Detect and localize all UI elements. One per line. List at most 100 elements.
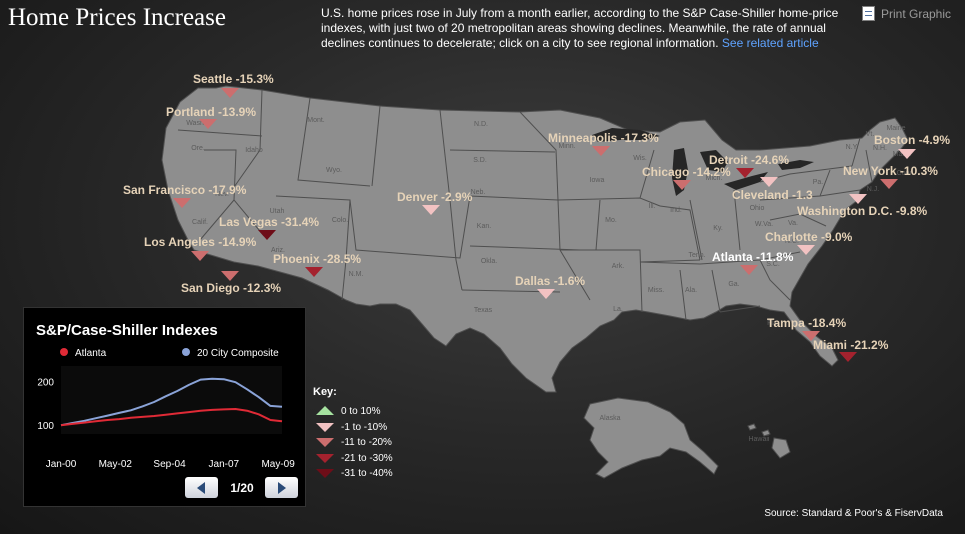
state-label: Hawaii [748, 436, 769, 443]
state-label: Ala. [685, 287, 697, 294]
alaska[interactable] [583, 397, 719, 479]
city-label-charlotte[interactable]: Charlotte -9.0% [765, 230, 853, 244]
state-labels: Wash. Ore. Idaho Mont. Wyo. Nev. Utah Colo. Ariz… [186, 117, 915, 443]
city-label-seattle[interactable]: Seattle -15.3% [193, 72, 274, 86]
city-label-chicago[interactable]: Chicago -14.2% [642, 165, 731, 179]
hawaii-island-1[interactable] [747, 423, 757, 431]
city-marker-minneapolis[interactable] [592, 146, 610, 156]
y-tick-label: 200 [37, 377, 54, 388]
city-label-new-york[interactable]: New York -10.3% [843, 164, 938, 178]
city-marker-washington-d-c-[interactable] [849, 194, 867, 204]
state-label: Ariz. [271, 247, 285, 254]
city-label-dallas[interactable]: Dallas -1.6% [515, 274, 586, 288]
city-label-tampa[interactable]: Tampa -18.4% [767, 316, 847, 330]
state-label: Maine [886, 125, 905, 132]
key-item-label: -1 to -10% [341, 421, 388, 433]
key-item: -31 to -40% [313, 467, 393, 483]
state-label: N.M. [349, 271, 364, 278]
state-label: Wash. [186, 120, 206, 127]
related-article-link[interactable]: See related article [721, 36, 819, 50]
y-tick-label: 100 [37, 421, 54, 432]
city-label-washington-d-c-[interactable]: Washington D.C. -9.8% [797, 204, 928, 218]
lake-erie [724, 172, 768, 190]
previous-city-button[interactable] [185, 477, 218, 498]
state-label: Nev. [215, 191, 229, 198]
state-label: La. [613, 306, 623, 313]
city-marker-san-francisco[interactable] [173, 198, 191, 208]
hawaii-island-2[interactable] [761, 429, 771, 437]
key-item: -21 to -30% [313, 452, 393, 468]
city-label-miami[interactable]: Miami -21.2% [813, 338, 889, 352]
city-marker-los-angeles[interactable] [191, 251, 209, 261]
key-title: Key: [313, 386, 337, 398]
state-label: N.Y. [846, 144, 859, 151]
key-item-label: -31 to -40% [341, 468, 393, 479]
city-marker-phoenix[interactable] [305, 267, 323, 277]
legend-atlanta-label: Atlanta [75, 348, 107, 359]
x-tick-label: Jan-07 [209, 459, 240, 470]
city-label-las-vegas[interactable]: Las Vegas -31.4% [219, 215, 320, 229]
print-label: Print Graphic [881, 7, 952, 21]
city-marker-charlotte[interactable] [797, 245, 815, 255]
series-line-20-city-composite [60, 377, 283, 427]
city-marker-denver[interactable] [422, 205, 440, 215]
city-marker-dallas[interactable] [537, 289, 555, 299]
city-marker-boston[interactable] [898, 149, 916, 159]
city-label-san-diego[interactable]: San Diego -12.3% [181, 281, 282, 295]
state-label: Neb. [471, 189, 486, 196]
city-label-portland[interactable]: Portland -13.9% [166, 105, 257, 119]
state-label: Tenn. [688, 252, 705, 259]
state-label: Ky. [713, 225, 723, 232]
city-marker-tampa[interactable] [802, 331, 820, 341]
print-graphic-button[interactable]: Print Graphic [862, 6, 951, 21]
state-label: S.D. [473, 157, 487, 164]
city-label-phoenix[interactable]: Phoenix -28.5% [273, 252, 362, 266]
city-label-minneapolis[interactable]: Minneapolis -17.3% [548, 131, 659, 145]
city-marker-atlanta[interactable] [740, 265, 758, 275]
lake-superior [592, 128, 660, 142]
city-marker-seattle[interactable] [221, 88, 239, 98]
city-marker-cleveland[interactable] [760, 177, 778, 187]
city-marker-miami[interactable] [839, 352, 857, 362]
city-label-atlanta[interactable]: Atlanta -11.8% [712, 250, 794, 264]
lake-huron [700, 150, 728, 172]
state-label: N.J. [867, 186, 880, 193]
city-marker-san-diego[interactable] [221, 271, 239, 281]
key-item: -1 to -10% [313, 421, 387, 437]
city-marker-chicago[interactable] [673, 180, 691, 190]
city-label-san-francisco[interactable]: San Francisco -17.9% [123, 183, 247, 197]
state-label: Mont. [307, 117, 325, 124]
legend-composite: 20 City Composite [182, 348, 279, 359]
source-credit: Source: Standard & Poor's & FiservData [764, 508, 943, 519]
x-tick-label: Sep-04 [153, 459, 186, 470]
legend-atlanta: Atlanta [60, 348, 106, 359]
state-label: Ark. [612, 263, 625, 270]
state-label: Utah [270, 208, 285, 215]
state-label: Wis. [633, 155, 647, 162]
state-label: Alaska [599, 415, 620, 422]
key-item: -11 to -20% [313, 436, 392, 452]
city-label-cleveland[interactable]: Cleveland -1.3 [732, 188, 813, 202]
city-marker-new-york[interactable] [880, 179, 898, 189]
state-label: Miss. [648, 287, 664, 294]
state-label: Vt. [866, 131, 875, 138]
city-label-denver[interactable]: Denver -2.9% [397, 190, 473, 204]
triangle-down-icon [316, 469, 334, 478]
city-marker-las-vegas[interactable] [258, 230, 276, 240]
state-label: Ore. [191, 145, 205, 152]
state-borders [177, 89, 873, 321]
city-marker-detroit[interactable] [736, 168, 754, 178]
state-label: Mo. [605, 217, 617, 224]
city-label-los-angeles[interactable]: Los Angeles -14.9% [144, 235, 257, 249]
next-city-button[interactable] [265, 477, 298, 498]
legend-composite-swatch [182, 348, 190, 356]
triangle-up-icon [316, 406, 334, 415]
print-icon [862, 6, 875, 21]
city-label-detroit[interactable]: Detroit -24.6% [709, 153, 790, 167]
city-marker-portland[interactable] [199, 119, 217, 129]
map-key: Key: 0 to 10% -1 to -10% -11 to -20% -21 to… [313, 386, 393, 483]
hawaii-island-3[interactable] [771, 437, 791, 459]
key-item-label: -11 to -20% [341, 437, 392, 448]
state-label: N.C. [785, 238, 799, 245]
city-label-boston[interactable]: Boston -4.9% [874, 133, 951, 147]
